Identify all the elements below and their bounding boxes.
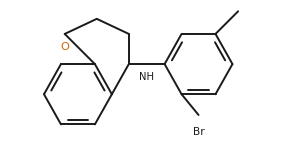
Text: NH: NH <box>139 72 154 82</box>
Text: Br: Br <box>193 127 204 137</box>
Text: O: O <box>60 42 69 52</box>
